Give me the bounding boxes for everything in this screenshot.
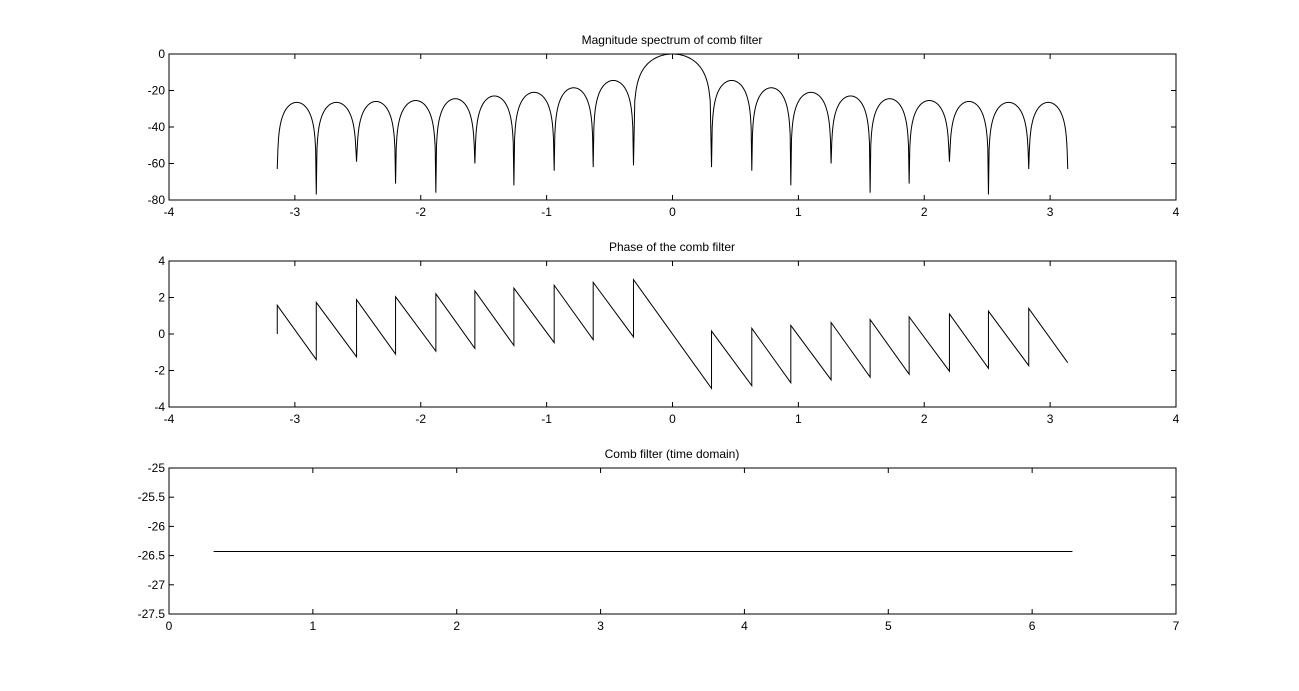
time-domain-x-tick-label: 5 (885, 619, 892, 633)
time-domain-x-tick-label: 2 (453, 619, 460, 633)
time-domain-x-tick-label: 1 (310, 619, 317, 633)
magnitude-y-tick-label: -60 (148, 157, 166, 171)
phase-y-tick-label: -4 (154, 400, 165, 414)
magnitude-spectrum-title: Magnitude spectrum of comb filter (582, 33, 763, 47)
magnitude-x-tick-label: -2 (415, 205, 426, 219)
time-domain-y-tick-label: -27 (148, 578, 166, 592)
phase-y-tick-label: -2 (154, 364, 165, 378)
time-domain-title: Comb filter (time domain) (605, 447, 740, 461)
magnitude-x-tick-label: 1 (795, 205, 802, 219)
magnitude-y-tick-label: -80 (148, 193, 166, 207)
time-domain-y-tick-label: -25 (148, 461, 166, 475)
time-domain-axes: Comb filter (time domain) 0 1 2 3 4 5 6 7 -25 -25… (138, 447, 1180, 633)
phase-x-tick-label: 4 (1173, 412, 1180, 426)
magnitude-x-tick-label: 0 (669, 205, 676, 219)
magnitude-y-tick-label: -20 (148, 84, 166, 98)
phase-x-tick-label: -1 (541, 412, 552, 426)
phase-x-tick-label: -4 (164, 412, 175, 426)
phase-x-tick-label: 1 (795, 412, 802, 426)
time-domain-y-tick-label: -26.5 (138, 549, 166, 563)
phase-x-tick-label: 0 (669, 412, 676, 426)
time-domain-x-tick-label: 0 (166, 619, 173, 633)
phase-line (276, 278, 1069, 390)
time-domain-y-tick-label: -26 (148, 519, 166, 533)
magnitude-y-tick-label: 0 (158, 47, 165, 61)
magnitude-y-tick-label: -40 (148, 120, 166, 134)
time-domain-x-tick-label: 3 (597, 619, 604, 633)
phase-title: Phase of the comb filter (609, 240, 735, 254)
phase-x-tick-label: -3 (290, 412, 301, 426)
phase-x-tick-label: 3 (1047, 412, 1054, 426)
phase-y-tick-label: 0 (158, 327, 165, 341)
time-domain-x-tick-label: 6 (1029, 619, 1036, 633)
phase-x-tick-label: -2 (415, 412, 426, 426)
magnitude-x-tick-label: 2 (921, 205, 928, 219)
time-domain-x-tick-label: 4 (741, 619, 748, 633)
magnitude-x-tick-label: -3 (290, 205, 301, 219)
phase-axes: Phase of the comb filter -4 -3 -2 -1 0 1 2 3 4 4 2… (154, 240, 1179, 426)
time-domain-plot-area (168, 467, 1177, 615)
phase-y-tick-label: 4 (158, 254, 165, 268)
phase-y-tick-label: 2 (158, 291, 165, 305)
magnitude-spectrum-axes: Magnitude spectrum of comb filter -4 -3 -2… (148, 33, 1180, 219)
magnitude-x-tick-label: -1 (541, 205, 552, 219)
time-domain-y-tick-label: -27.5 (138, 607, 166, 621)
magnitude-spectrum-line (276, 53, 1069, 195)
phase-x-tick-label: 2 (921, 412, 928, 426)
magnitude-x-tick-label: -4 (164, 205, 175, 219)
magnitude-plot-area (168, 53, 1177, 201)
time-domain-x-tick-label: 7 (1173, 619, 1180, 633)
magnitude-x-tick-label: 4 (1173, 205, 1180, 219)
magnitude-x-tick-label: 3 (1047, 205, 1054, 219)
time-domain-y-tick-label: -25.5 (138, 490, 166, 504)
